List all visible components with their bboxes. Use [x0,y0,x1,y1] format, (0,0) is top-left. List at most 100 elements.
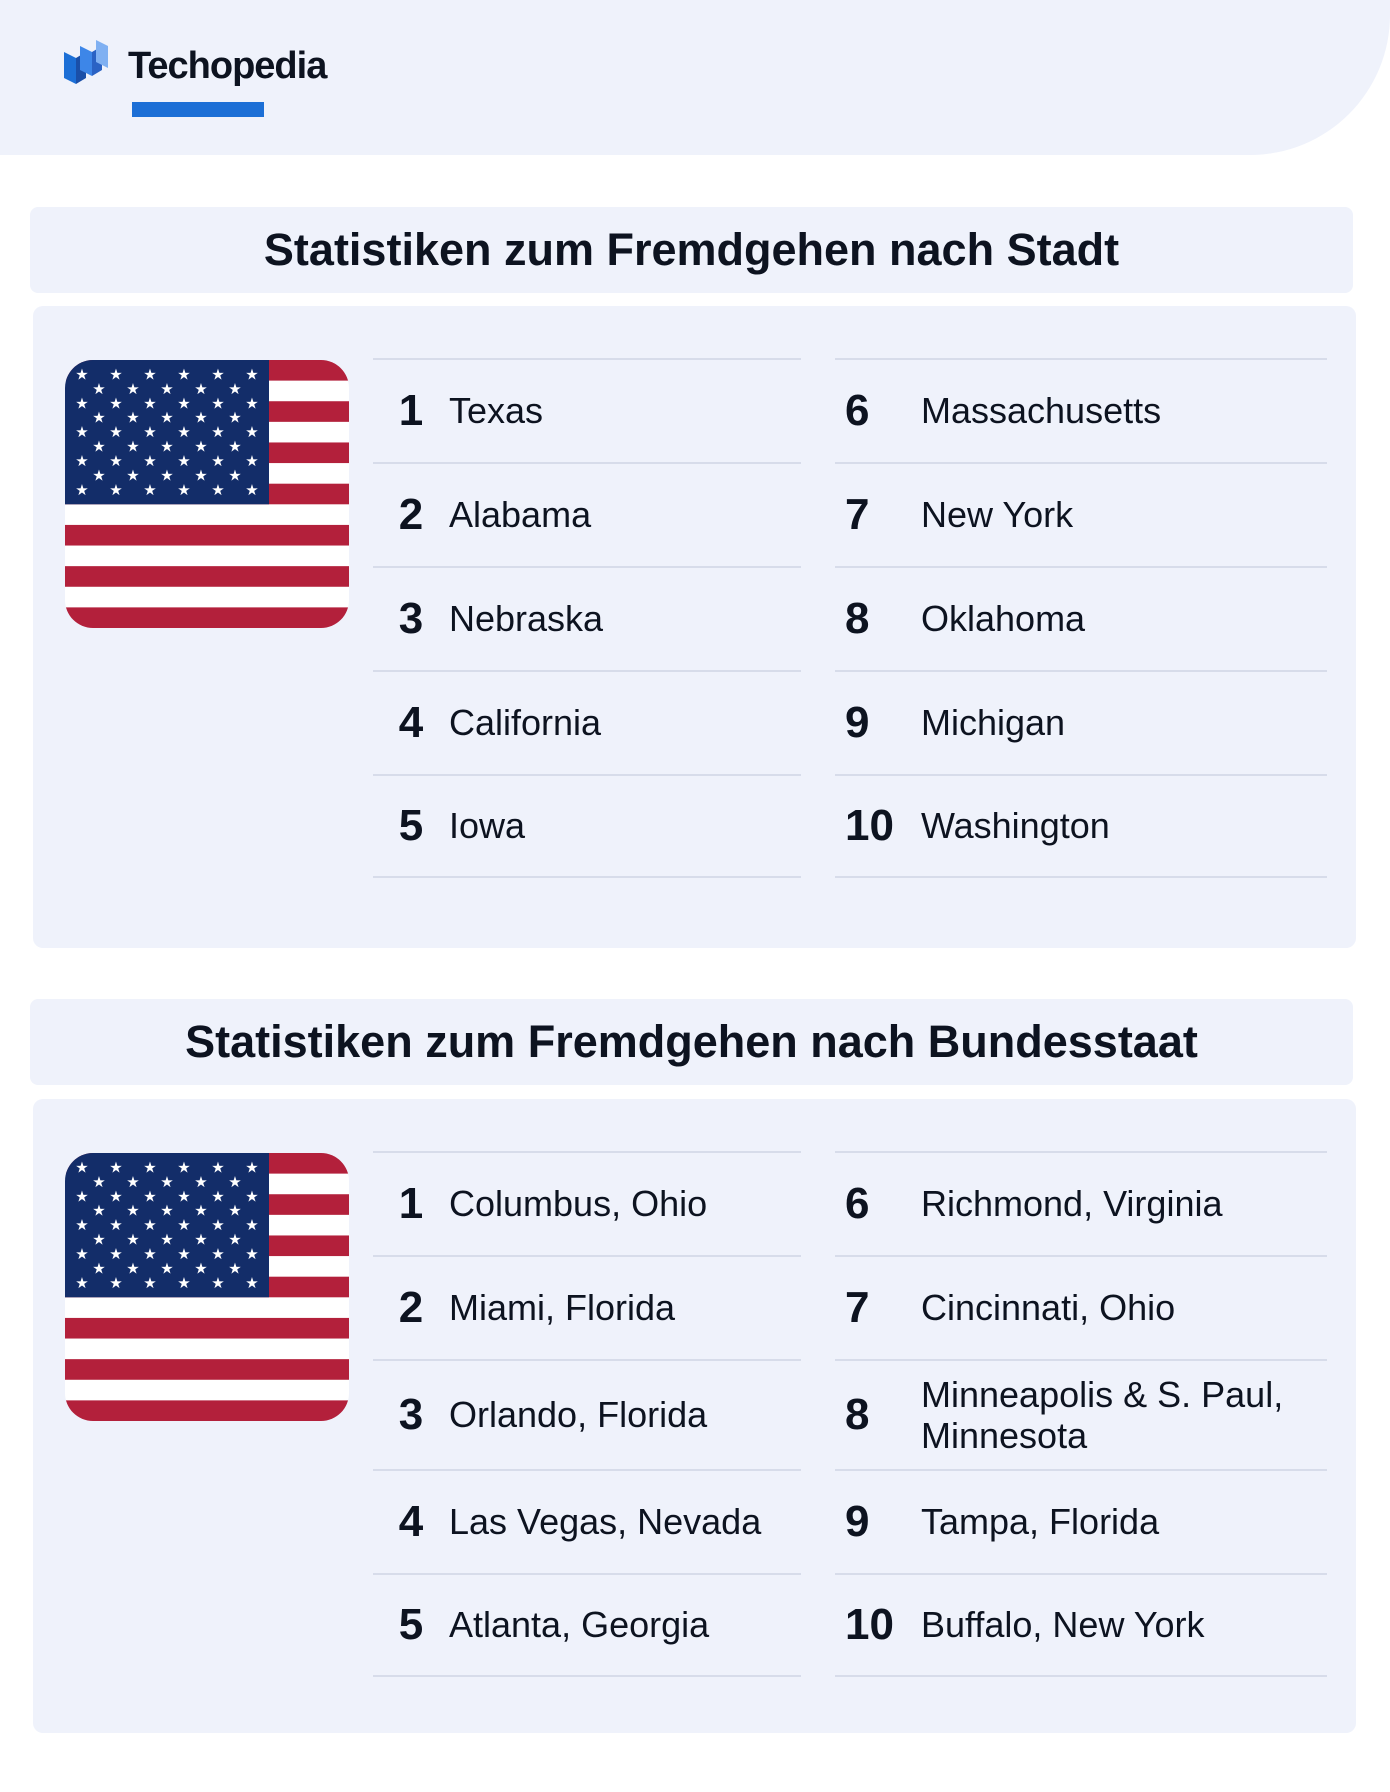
item-name: California [449,702,602,744]
ranking-column-right: 6 Massachusetts 7 New York 8 Oklahoma 9 Mich… [835,358,1327,878]
flag-star: ★ [143,1187,156,1205]
logo[interactable]: Techopedia [62,36,327,96]
flag-star: ★ [126,1202,139,1220]
rank-number: 2 [398,1283,424,1332]
flag-star: ★ [194,1173,207,1191]
flag-star: ★ [126,1231,139,1249]
rank-number: 1 [398,386,424,435]
flag-star: ★ [126,466,139,484]
flag-star: ★ [160,1173,173,1191]
flag-star: ★ [245,1216,258,1234]
flag-star: ★ [211,481,224,499]
flag-star: ★ [245,481,258,499]
rank-number: 4 [398,1497,424,1546]
flag-star: ★ [228,466,241,484]
item-name: Miami, Florida [449,1287,676,1329]
rank-number: 10 [845,1600,894,1649]
flag-star: ★ [126,409,139,427]
rank-number: 8 [845,594,870,643]
flag-star: ★ [245,1245,258,1263]
flag-star: ★ [194,380,207,398]
flag-star: ★ [109,1158,122,1176]
flag-star: ★ [109,1245,122,1263]
flag-star: ★ [211,1216,224,1234]
list-item: 4 Las Vegas, Nevada [373,1469,801,1573]
flag-stripe [65,586,349,608]
flag-star: ★ [143,1245,156,1263]
section-title: Statistiken zum Fremdgehen nach Bundesst… [185,1016,1198,1067]
item-name: Minneapolis & S. Paul, Minnesota [921,1373,1284,1456]
flag-star: ★ [245,1158,258,1176]
flag-star: ★ [228,1173,241,1191]
item-name: New York [921,494,1074,536]
us-flag-icon: ★ ★ ★ ★ ★ ★★ ★ ★ ★ ★★ ★ ★ ★ ★ ★★ ★ ★ ★ ★★ ★ ★ ★ ★ ★★ ★ ★ ★ ★★ ★ ★ ★ ★ ★★… [65,1153,349,1421]
flag-star: ★ [75,1245,88,1263]
flag-stripe [65,545,349,567]
flag-star: ★ [92,1231,105,1249]
item-name: Michigan [921,702,1066,744]
list-item: 10 Buffalo, New York [835,1573,1327,1677]
flag-star: ★ [177,1158,190,1176]
flag-star: ★ [75,365,88,383]
item-name: Atlanta, Georgia [449,1604,710,1646]
flag-star: ★ [92,409,105,427]
flag-star: ★ [75,1274,88,1292]
item-name: Richmond, Virginia [921,1183,1223,1225]
list-item: 9 Tampa, Florida [835,1469,1327,1573]
flag-star: ★ [211,394,224,412]
rank-number: 5 [398,801,424,850]
flag-star: ★ [92,1202,105,1220]
rank-number: 3 [398,594,424,643]
flag-star: ★ [92,438,105,456]
us-flag-icon: ★ ★ ★ ★ ★ ★★ ★ ★ ★ ★★ ★ ★ ★ ★ ★★ ★ ★ ★ ★★ ★ ★ ★ ★ ★★ ★ ★ ★ ★★ ★ ★ ★ ★ ★★… [65,360,349,628]
item-name: Washington [921,805,1110,847]
rank-number: 2 [398,490,424,539]
flag-star: ★ [245,365,258,383]
flag-stripe [65,524,349,547]
flag-star: ★ [126,380,139,398]
flag-star: ★ [160,409,173,427]
flag-star: ★ [177,1274,190,1292]
flag-stripe [65,1297,349,1319]
rank-number: 4 [398,698,424,747]
flag-star: ★ [143,1216,156,1234]
list-item: 5 Atlanta, Georgia [373,1573,801,1677]
flag-star: ★ [126,1259,139,1277]
flag-star: ★ [177,394,190,412]
item-name: Massachusetts [921,390,1162,432]
list-item: 5 Iowa [373,774,801,878]
item-name: Tampa, Florida [921,1501,1160,1543]
list-item: 2 Miami, Florida [373,1255,801,1359]
item-name: Texas [449,390,544,432]
list-item: 3 Orlando, Florida [373,1359,801,1469]
flag-star: ★ [75,481,88,499]
section-title-bar: Statistiken zum Fremdgehen nach Bundesst… [30,999,1353,1085]
flag-stripe [65,1359,349,1381]
item-name: Cincinnati, Ohio [921,1287,1176,1329]
flag-star: ★ [194,1202,207,1220]
brand-name: Techopedia [128,44,327,87]
flag-star: ★ [194,466,207,484]
flag-star: ★ [143,365,156,383]
rank-number: 1 [398,1179,424,1228]
flag-star: ★ [177,1216,190,1234]
flag-star: ★ [109,481,122,499]
flag-star: ★ [228,438,241,456]
rank-number: 6 [845,386,870,435]
list-item: 4 California [373,670,801,774]
flag-star: ★ [160,466,173,484]
flag-star: ★ [109,452,122,470]
rank-number: 5 [398,1600,424,1649]
flag-stripe [65,1317,349,1340]
flag-star: ★ [92,1173,105,1191]
flag-star: ★ [109,394,122,412]
list-item: 2 Alabama [373,462,801,566]
flag-star: ★ [228,1202,241,1220]
ranking-column-left: 1 Columbus, Ohio 2 Miami, Florida 3 Orlando… [373,1151,801,1677]
list-item: 3 Nebraska [373,566,801,670]
flag-stripe [65,607,349,628]
flag-star: ★ [143,481,156,499]
flag-star: ★ [245,394,258,412]
list-item: 8 Oklahoma [835,566,1327,670]
